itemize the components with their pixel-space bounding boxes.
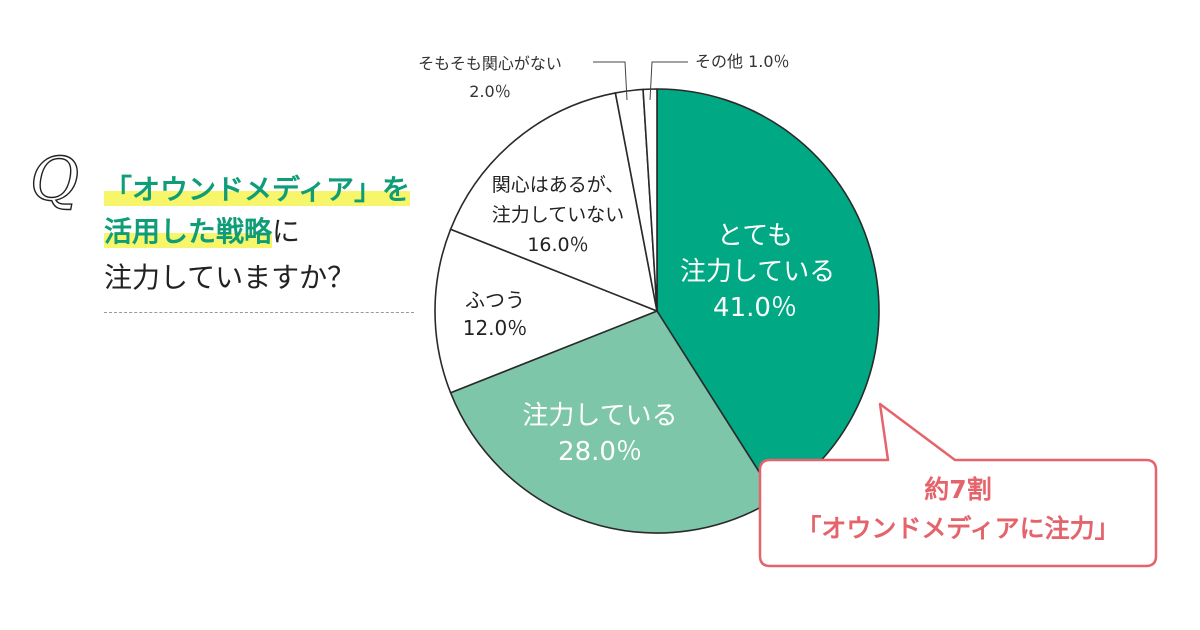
q-mark: Q	[29, 145, 80, 215]
pie-slices	[434, 88, 880, 534]
callout-box	[758, 402, 1158, 568]
slice-normal	[434, 228, 658, 394]
question-block: Q 「オウンドメディア」を 活用した戦略に 注力していますか？	[29, 145, 430, 330]
slice-interested-not-focused	[449, 92, 658, 312]
question-line-2: 活用した戦略に	[104, 215, 301, 248]
slice-very-focused	[656, 88, 880, 500]
callout-line-2: 「オウンドメディアに注力」	[796, 514, 1120, 543]
slice-other	[642, 88, 658, 312]
slice-label-focused: 注力している 28.0％	[522, 401, 678, 467]
slice-focused	[449, 310, 777, 534]
slice-label-normal: ふつう 12.0％	[462, 288, 528, 340]
question-line-1: 「オウンドメディア」を	[104, 173, 411, 206]
question-divider	[104, 312, 414, 313]
slice-label-other: その他 1.0％	[695, 52, 790, 71]
leader-line-other	[649, 61, 688, 101]
question-line-3: 注力していますか？	[104, 261, 356, 294]
slice-label-no-interest: そもそも関心がない 2.0％	[418, 54, 562, 101]
leader-line-no-interest	[593, 61, 628, 101]
slice-label-very-focused: とても 注力している 41.0％	[680, 221, 836, 323]
slice-label-interested-not-focused: 関心はあるが、 注力していない 16.0％	[491, 174, 625, 256]
callout-line-1: 約7割	[924, 475, 992, 504]
